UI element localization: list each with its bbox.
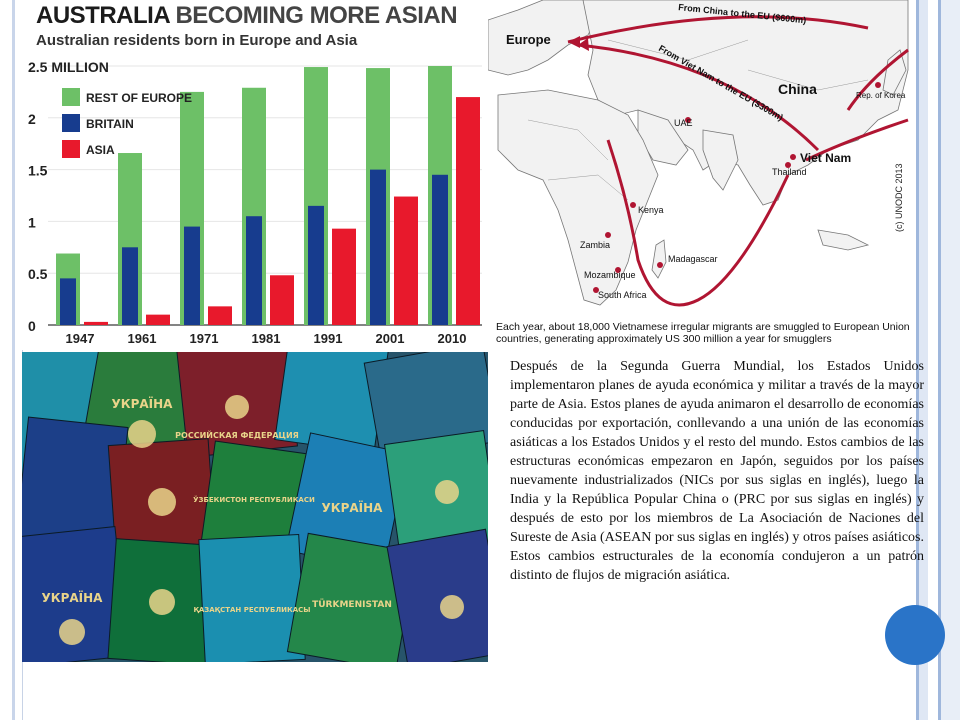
chart-title-rest: BECOMING MORE ASIAN [175, 2, 458, 29]
bar-asia-2010 [456, 97, 480, 325]
legend-swatch [62, 88, 80, 106]
y-tick-label: 1.5 [28, 163, 48, 179]
y-tick-label: 1 [28, 214, 36, 230]
cover-ukraine-2: УКРАЇНА [322, 500, 384, 515]
legend-swatch [62, 114, 80, 132]
bar-britain-2001 [370, 169, 386, 325]
chart-subtitle: Australian residents born in Europe and … [36, 32, 358, 49]
bar-asia-1961 [146, 314, 170, 325]
cover-kazakhstan: ҚАЗАҚСТАН РЕСПУБЛИКАСЫ [193, 606, 310, 614]
bar-britain-2010 [432, 174, 448, 325]
legend-swatch [62, 140, 80, 158]
bar-britain-1971 [184, 226, 200, 325]
cover-turkmenistan: TÜRKMENISTAN [312, 599, 392, 610]
slide-frame-right [916, 0, 960, 720]
cover-ukraine-3: УКРАЇНА [42, 590, 104, 605]
bar-asia-1981 [270, 275, 294, 325]
chart-title-main: AUSTRALIA [36, 2, 170, 29]
bar-asia-2001 [394, 196, 418, 325]
bar-britain-1981 [246, 216, 262, 325]
cover-ukraine-1: УКРАЇНА [112, 396, 174, 411]
map-label-korea: Rep. of Korea [856, 91, 906, 100]
bar-britain-1961 [122, 247, 138, 325]
bar-chart: 1947 1961 1971 1981 1991 2001 2010 0 0.5 1 1.5 2 2.… [22, 0, 488, 350]
cover-uzbek: ЎЗБЕКИСТОН РЕСПУБЛИКАСИ [193, 495, 315, 504]
map-label-zambia: Zambia [580, 240, 610, 250]
bar-asia-1947 [84, 321, 108, 325]
cover-russia: РОССИЙСКАЯ ФЕДЕРАЦИЯ [175, 429, 299, 440]
chart-title: AUSTRALIA BECOMING MORE ASIAN [36, 2, 458, 30]
slide-circle-ornament [885, 605, 945, 665]
y-tick-label: 2 [28, 111, 36, 127]
x-tick-label: 1961 [128, 331, 157, 346]
smuggling-map: Europe China Viet Nam Rep. of Korea UAE … [488, 0, 916, 350]
legend-label: ASIA [86, 143, 115, 157]
map-label-mozambique: Mozambique [584, 270, 636, 280]
bar-chart-panel: 1947 1961 1971 1981 1991 2001 2010 0 0.5 1 1.5 2 2.… [22, 0, 488, 350]
legend-label: REST OF EUROPE [86, 91, 192, 105]
map-caption: Each year, about 18,000 Vietnamese irreg… [496, 321, 910, 345]
y-tick-label: 0 [28, 318, 36, 334]
map-label-south-africa: South Africa [598, 290, 647, 300]
map-label-vietnam: Viet Nam [800, 151, 851, 165]
legend-label: BRITAIN [86, 117, 134, 131]
x-tick-label: 1991 [314, 331, 343, 346]
bar-britain-1991 [308, 205, 324, 325]
passports-photo: УКРАЇНА РОССИЙСКАЯ ФЕДЕРАЦИЯ ЎЗБЕКИСТОН … [22, 352, 488, 662]
x-tick-label: 1981 [252, 331, 281, 346]
map-label-madagascar: Madagascar [668, 254, 718, 264]
passports-image: УКРАЇНА РОССИЙСКАЯ ФЕДЕРАЦИЯ ЎЗБЕКИСТОН … [22, 352, 488, 662]
map-label-china: China [778, 81, 817, 97]
x-tick-label: 2010 [438, 331, 467, 346]
map-graphic: Europe China Viet Nam Rep. of Korea UAE … [488, 0, 916, 350]
bar-asia-1971 [208, 306, 232, 325]
y-tick-label: 2.5 MILLION [28, 59, 109, 75]
map-label-europe: Europe [506, 32, 551, 47]
slide-frame-left [0, 0, 23, 720]
bar-britain-1947 [60, 278, 76, 325]
x-tick-label: 2001 [376, 331, 405, 346]
map-label-thailand: Thailand [772, 167, 807, 177]
map-label-uae: UAE [674, 118, 693, 128]
x-tick-label: 1947 [66, 331, 95, 346]
map-label-kenya: Kenya [638, 205, 664, 215]
map-copyright: (c) UNODC 2013 [894, 163, 904, 232]
body-paragraph: Después de la Segunda Guerra Mundial, lo… [510, 359, 924, 583]
y-tick-label: 0.5 [28, 266, 48, 282]
bar-asia-1991 [332, 228, 356, 325]
x-tick-label: 1971 [190, 331, 219, 346]
